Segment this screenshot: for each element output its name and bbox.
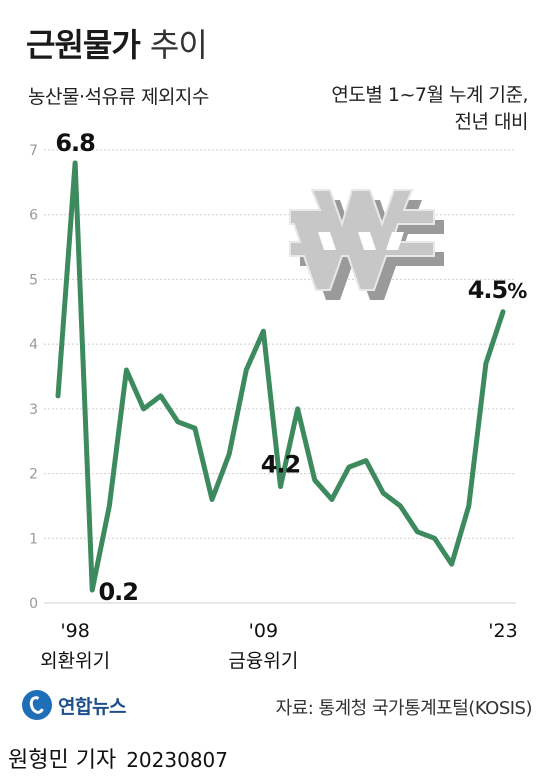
title-main-text: 근원물가 — [26, 26, 141, 64]
x-axis: '98 외환위기 '09 금융위기 '23 — [40, 620, 518, 672]
x-tick-label: '09 — [249, 620, 278, 642]
x-tick-annotation: 금융위기 — [228, 650, 298, 672]
note-line-2: 전년 대비 — [454, 111, 529, 133]
won-currency-icon — [289, 189, 444, 300]
y-tick-label: 4 — [29, 337, 38, 353]
publish-date: 20230807 — [126, 748, 228, 772]
chart-note: 연도별 1~7월 누계 기준, 전년 대비 — [331, 82, 528, 136]
y-tick-label: 3 — [29, 402, 38, 418]
y-tick-label: 7 — [29, 143, 38, 159]
data-label-unit: % — [507, 279, 527, 303]
byline: 원형민 기자 20230807 — [8, 742, 228, 774]
reporter-name: 원형민 기자 — [8, 748, 117, 773]
data-label: 6.8 — [55, 129, 95, 157]
note-line-1: 연도별 1~7월 누계 기준, — [331, 84, 528, 106]
data-label: 4.2 — [261, 451, 301, 479]
logo-icon — [22, 690, 52, 720]
subtitle: 농산물·석유류 제외지수 — [28, 86, 209, 108]
series-line — [55, 160, 506, 593]
x-tick-label: '23 — [488, 620, 517, 642]
x-tick-label: '98 — [60, 620, 89, 642]
y-tick-label: 2 — [29, 467, 38, 483]
data-label: 0.2 — [98, 578, 138, 606]
data-labels: 6.8 0.2 4.2 4.5% — [55, 129, 528, 606]
publisher-logo: 연합뉴스 — [22, 690, 126, 720]
y-axis: 0 1 2 3 4 5 6 7 — [29, 143, 38, 612]
source-note: 자료: 통계청 국가통계포털(KOSIS) — [275, 698, 533, 719]
y-tick-label: 6 — [29, 208, 38, 224]
grid — [44, 149, 516, 604]
data-label: 4.5% — [468, 276, 528, 304]
page-title: 근원물가 추이 — [26, 20, 208, 66]
y-tick-label: 0 — [29, 596, 38, 612]
x-tick-annotation: 외환위기 — [40, 650, 110, 672]
y-tick-label: 1 — [29, 531, 38, 547]
logo-text: 연합뉴스 — [58, 695, 126, 718]
title-suffix: 추이 — [149, 26, 208, 64]
y-tick-label: 5 — [29, 272, 38, 288]
